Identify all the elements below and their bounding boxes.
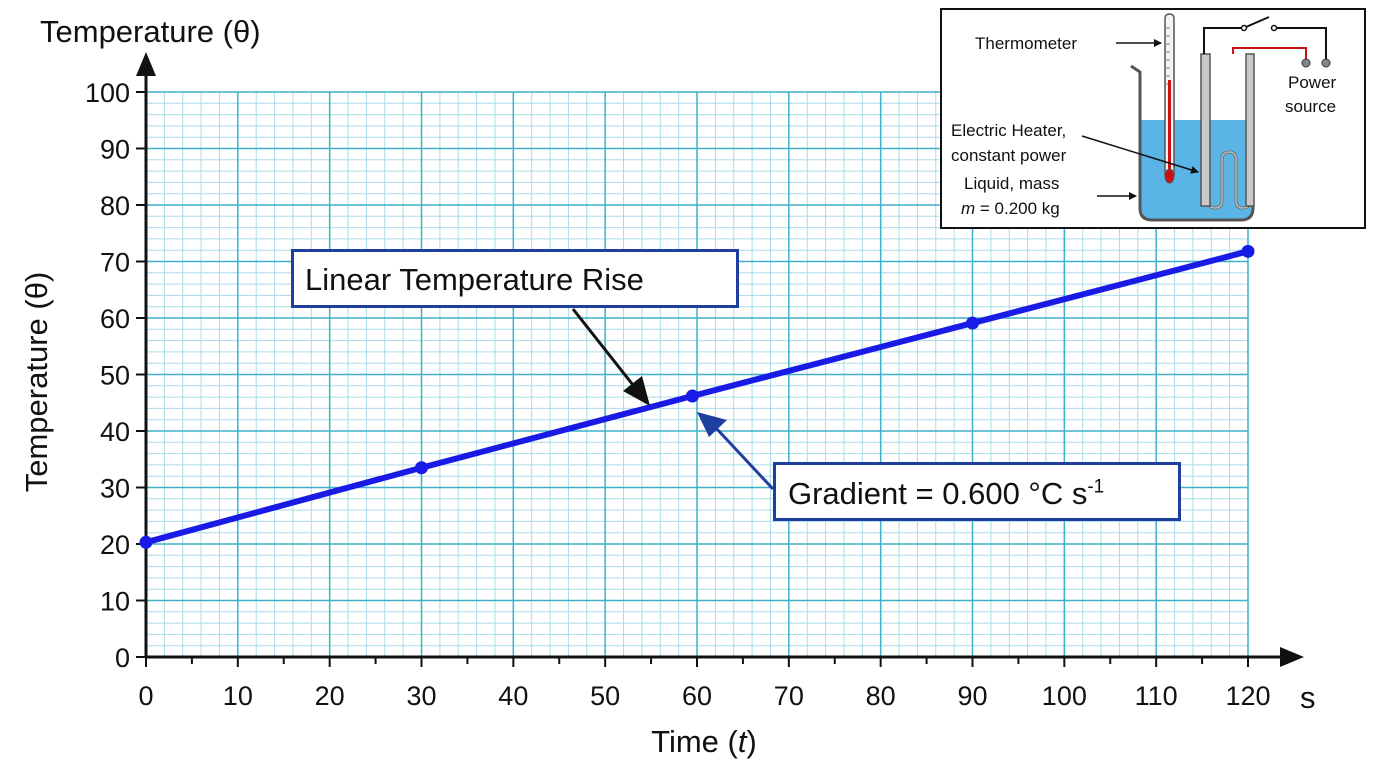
x-axis-unit: s bbox=[1300, 680, 1316, 715]
thermometer-icon bbox=[1164, 13, 1175, 184]
linear-rise-callout: Linear Temperature Rise bbox=[291, 249, 739, 308]
linear-rise-label: Linear Temperature Rise bbox=[305, 262, 644, 297]
heater-label-line-1: Electric Heater, bbox=[951, 121, 1066, 140]
rise-callout-arrow-shaft bbox=[571, 308, 635, 386]
data-point bbox=[139, 535, 153, 549]
gradient-callout-arrowhead bbox=[697, 412, 727, 437]
x-tick-label: 120 bbox=[1225, 681, 1270, 711]
x-tick-label: 10 bbox=[223, 681, 253, 711]
x-axis-label-prefix: Time ( bbox=[651, 724, 738, 759]
apparatus-diagram: Thermometer Power source Electric Heater… bbox=[940, 8, 1366, 229]
gradient-callout: Gradient = 0.600 °C s-1 bbox=[773, 462, 1181, 521]
y-tick-label: 40 bbox=[100, 417, 130, 447]
series bbox=[139, 244, 1255, 549]
y-tick-label: 20 bbox=[100, 530, 130, 560]
x-axis-arrowhead bbox=[1280, 647, 1304, 667]
callout-arrows bbox=[571, 308, 775, 491]
data-point bbox=[685, 389, 699, 403]
power-label-line-1: Power bbox=[1288, 73, 1337, 92]
chart-title: Temperature (θ) bbox=[40, 14, 261, 49]
y-tick-label: 60 bbox=[100, 304, 130, 334]
x-axis-label-variable: t bbox=[738, 724, 748, 759]
y-axis-arrowhead bbox=[136, 52, 156, 76]
data-point bbox=[1241, 244, 1255, 258]
x-tick-label: 90 bbox=[957, 681, 987, 711]
y-axis-label: Temperature (θ) bbox=[19, 272, 54, 493]
x-tick-label: 60 bbox=[682, 681, 712, 711]
power-terminals-icon bbox=[1301, 58, 1331, 68]
heater-label-line-2: constant power bbox=[951, 146, 1067, 165]
y-tick-label: 80 bbox=[100, 191, 130, 221]
x-axis-label: Time (t) bbox=[651, 724, 757, 759]
switch-icon bbox=[1240, 16, 1278, 32]
rise-callout-arrowhead bbox=[623, 376, 650, 406]
power-label-line-2: source bbox=[1285, 97, 1336, 116]
x-tick-label: 70 bbox=[774, 681, 804, 711]
x-tick-label: 50 bbox=[590, 681, 620, 711]
y-tick-label: 50 bbox=[100, 361, 130, 391]
x-axis-label-suffix: ) bbox=[746, 724, 756, 759]
data-point bbox=[966, 316, 979, 330]
gradient-label: Gradient = 0.600 °C s bbox=[788, 476, 1088, 511]
y-tick-label: 30 bbox=[100, 474, 130, 504]
heater-icon bbox=[1200, 53, 1255, 210]
x-tick-label: 100 bbox=[1042, 681, 1087, 711]
data-point bbox=[415, 461, 428, 475]
x-tick-label: 0 bbox=[138, 681, 153, 711]
y-tick-label: 10 bbox=[100, 587, 130, 617]
x-tick-label: 110 bbox=[1135, 681, 1178, 711]
y-tick-label: 0 bbox=[115, 643, 130, 673]
x-tick-label: 30 bbox=[406, 681, 436, 711]
heater-pointer bbox=[1081, 135, 1199, 174]
thermometer-label: Thermometer bbox=[975, 34, 1077, 53]
circuit-wires bbox=[1203, 27, 1327, 60]
x-tick-label: 40 bbox=[498, 681, 528, 711]
y-tick-label: 70 bbox=[100, 248, 130, 278]
axes bbox=[136, 52, 1304, 667]
x-tick-labels: 0 10 20 30 40 50 60 70 80 90 100 110 120 bbox=[138, 681, 1270, 711]
x-tick-label: 80 bbox=[866, 681, 896, 711]
gradient-exponent: -1 bbox=[1087, 476, 1105, 498]
liquid-label-line-1: Liquid, mass bbox=[964, 174, 1059, 193]
y-tick-label: 100 bbox=[85, 78, 130, 108]
y-tick-label: 90 bbox=[100, 135, 130, 165]
axis-ticks bbox=[136, 91, 1249, 667]
liquid-mass-value: = 0.200 kg bbox=[975, 199, 1060, 218]
liquid-mass-variable: m bbox=[961, 199, 975, 218]
beaker-icon bbox=[1130, 64, 1255, 222]
x-tick-label: 20 bbox=[315, 681, 345, 711]
y-tick-labels: 0 10 20 30 40 50 60 70 80 90 100 bbox=[85, 78, 130, 673]
gradient-callout-arrow-shaft bbox=[714, 426, 775, 491]
liquid-label-line-2: m = 0.200 kg bbox=[961, 199, 1060, 218]
